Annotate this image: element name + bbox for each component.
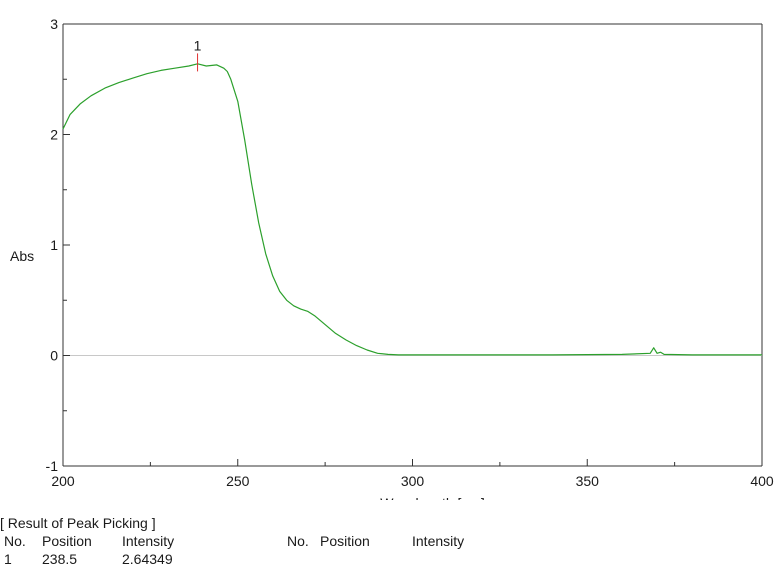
y-tick-label: 0	[50, 348, 58, 364]
x-tick-label: 300	[401, 473, 425, 489]
x-tick-label: 350	[576, 473, 600, 489]
peak-table-header-position-2: Position	[320, 533, 370, 549]
peak-table-header-position: Position	[42, 533, 92, 549]
peak-table-header-no-2: No.	[287, 533, 309, 549]
axes	[62, 23, 763, 467]
y-tick-label: -1	[46, 458, 59, 474]
spectrum-line-0	[62, 63, 762, 356]
x-axis-title: Wavelength [nm]	[380, 495, 485, 500]
y-axis-title: Abs	[10, 248, 34, 264]
y-tick-label: 3	[50, 16, 58, 32]
x-tick-label: 250	[226, 473, 250, 489]
peak-table-header-intensity: Intensity	[122, 533, 175, 549]
peak-row-intensity: 2.64349	[122, 551, 173, 567]
x-tick-label: 400	[750, 473, 774, 489]
peak-row-position: 238.5	[42, 551, 78, 567]
peak-table-header-no: No.	[4, 533, 26, 549]
x-tick-label: 200	[51, 473, 75, 489]
peak-row-no: 1	[4, 551, 12, 567]
peak-label-1: 1	[194, 37, 202, 53]
uv-vis-spectrum-chart: -1 0 1 2 3 200 250 300 350 400 Wavelength [nm] Abs 1	[10, 16, 774, 500]
peak-table-header-intensity-2: Intensity	[412, 533, 465, 549]
peak-picking-result: [ Result of Peak Picking ] No. Position …	[0, 514, 779, 579]
axis-labels: -1 0 1 2 3 200 250 300 350 400 Wavelength [nm] Abs 1	[10, 16, 774, 500]
plot-area	[62, 53, 762, 356]
y-tick-label: 2	[50, 127, 58, 143]
peak-table-title: [ Result of Peak Picking ]	[0, 515, 156, 531]
y-tick-label: 1	[50, 237, 58, 253]
